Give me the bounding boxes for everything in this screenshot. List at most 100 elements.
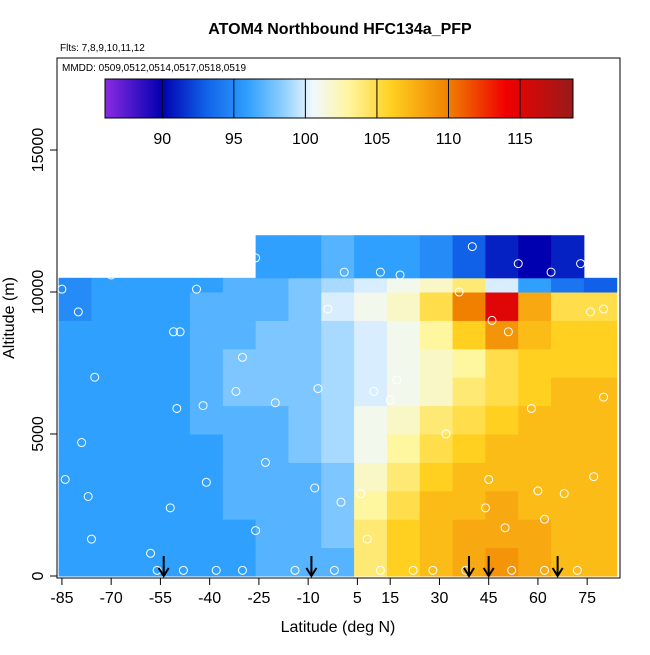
heat-cell — [91, 547, 125, 577]
heat-cell — [386, 547, 421, 577]
heat-cell — [321, 292, 355, 321]
sample-point — [86, 534, 96, 544]
heat-cell — [189, 547, 224, 577]
heat-cell — [452, 348, 486, 378]
x-tick-label: -70 — [100, 590, 123, 607]
heat-cell — [354, 547, 388, 577]
sample-point — [375, 267, 385, 277]
heat-cell — [354, 377, 388, 407]
sample-point — [428, 565, 438, 575]
heat-cell — [255, 377, 289, 407]
heat-cell — [91, 434, 125, 463]
sample-point — [392, 375, 402, 385]
heat-cell — [583, 348, 618, 378]
heat-cell — [91, 490, 125, 520]
heat-cell — [222, 292, 257, 321]
heat-cell — [58, 292, 92, 321]
sample-point — [172, 403, 182, 413]
sample-point — [507, 565, 517, 575]
sample-point — [526, 403, 536, 413]
arrow — [157, 556, 170, 578]
sample-point — [375, 565, 385, 575]
heat-cell — [124, 519, 158, 549]
heat-cell — [419, 348, 454, 378]
sample-point — [500, 523, 510, 533]
sample-point — [198, 401, 208, 411]
heat-cell — [386, 292, 421, 321]
heat-cell — [386, 405, 421, 435]
heat-cell — [189, 519, 224, 549]
heat-cell — [288, 547, 322, 577]
heat-cell — [189, 348, 224, 378]
heat-cell — [157, 277, 191, 293]
heat-cell — [157, 434, 191, 463]
heat-cell — [583, 405, 618, 435]
sample-point — [231, 386, 241, 396]
colorbar-tick-label: 100 — [292, 131, 319, 148]
heat-cell — [485, 519, 519, 549]
sample-point — [484, 474, 494, 484]
heat-cell — [452, 235, 486, 279]
sample-point — [533, 486, 543, 496]
y-axis-label: Altitude (m) — [1, 277, 18, 359]
heat-cell — [452, 292, 486, 321]
heat-cell — [354, 519, 388, 549]
heat-cell — [255, 547, 289, 577]
y-tick-label: 10000 — [30, 270, 47, 315]
heat-cell — [551, 235, 585, 279]
sample-point — [251, 253, 261, 263]
heat-cell — [518, 292, 552, 321]
heat-cell — [354, 348, 388, 378]
heat-cell — [157, 547, 191, 577]
sample-point — [589, 472, 599, 482]
sample-point — [441, 429, 451, 439]
heat-cell — [419, 377, 454, 407]
colorbar-tick-label: 115 — [507, 131, 533, 148]
heat-cell — [255, 434, 289, 463]
heat-cell — [518, 348, 552, 378]
x-tick-label: 60 — [529, 590, 547, 607]
heat-cell — [452, 277, 486, 293]
sample-point — [576, 259, 586, 269]
arrow — [463, 556, 475, 578]
heat-cell — [288, 490, 322, 520]
colorbar-tick-label: 105 — [364, 131, 391, 148]
sample-point — [201, 477, 211, 487]
heat-cell — [419, 462, 454, 492]
heat-cell — [583, 277, 618, 293]
heat-cell — [58, 490, 92, 520]
heat-cell — [91, 277, 125, 293]
heat-cell — [583, 462, 618, 492]
heat-cell — [485, 235, 519, 279]
heat-cell — [58, 377, 92, 407]
heat-cell — [386, 519, 421, 549]
heat-cell — [419, 434, 454, 463]
heat-cell — [255, 490, 289, 520]
heat-cell — [583, 377, 618, 407]
heat-cell — [518, 277, 552, 293]
heat-cell — [58, 277, 92, 293]
x-tick-label: -55 — [149, 590, 172, 607]
annotation: MMDD: 0509,0512,0514,0517,0518,0519 — [62, 63, 246, 74]
sample-point — [546, 267, 556, 277]
heat-cell — [354, 320, 388, 350]
heat-cell — [419, 292, 454, 321]
sample-point — [60, 474, 70, 484]
heat-cell — [91, 292, 125, 321]
sample-point — [585, 307, 595, 317]
heat-cell — [288, 519, 322, 549]
x-tick-label: 45 — [480, 590, 498, 607]
sample-point — [251, 526, 261, 536]
heat-cell — [354, 434, 388, 463]
heat-cell — [452, 462, 486, 492]
heat-cell — [583, 490, 618, 520]
sample-point — [310, 483, 320, 493]
sample-point — [385, 395, 395, 405]
colorbar — [104, 78, 574, 119]
sample-point — [362, 534, 372, 544]
heat-cell — [124, 490, 158, 520]
heat-cell — [189, 434, 224, 463]
heat-cell — [485, 377, 519, 407]
sample-point — [290, 565, 300, 575]
